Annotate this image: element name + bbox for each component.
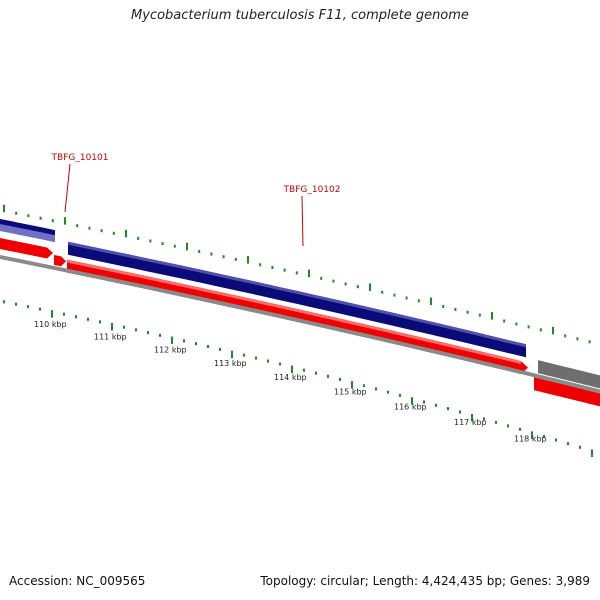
gene-leader-line xyxy=(301,195,304,247)
inner-tick-ring xyxy=(3,300,593,457)
reverse-gene-highlight xyxy=(67,259,521,365)
reverse-gene-segment xyxy=(534,377,600,407)
feature-tracks xyxy=(0,219,600,407)
scale-label: 114 kbp xyxy=(274,373,307,382)
scale-label: 112 kbp xyxy=(154,345,187,354)
forward-gene-segment xyxy=(68,241,526,358)
scale-label: 118 kbp xyxy=(514,434,547,443)
scale-label: 115 kbp xyxy=(334,388,367,397)
gene-labels: TBFG_10101 TBFG_10102 xyxy=(51,153,341,247)
scale-label: 113 kbp xyxy=(214,359,247,368)
other-feature-segment xyxy=(538,360,600,389)
scale-label: 111 kbp xyxy=(94,332,127,341)
genome-backbone xyxy=(0,255,600,394)
accession-text: Accession: NC_009565 xyxy=(9,574,146,588)
forward-gene-segment xyxy=(0,219,55,236)
gene-leader-line xyxy=(64,163,71,213)
genome-summary-text: Topology: circular; Length: 4,424,435 bp… xyxy=(260,574,590,588)
reverse-gene-segment xyxy=(0,238,53,259)
scale-label: 117 kbp xyxy=(454,418,487,427)
scale-label: 110 kbp xyxy=(34,320,67,329)
reverse-gene-segment xyxy=(54,254,66,267)
scale-labels: 110 kbp 111 kbp 112 kbp 113 kbp 114 kbp 115 k… xyxy=(34,320,547,443)
forward-gene-highlight xyxy=(68,241,526,348)
map-title: Mycobacterium tuberculosis F11, complete… xyxy=(131,8,469,23)
scale-label: 116 kbp xyxy=(394,403,427,412)
gene-label: TBFG_10101 xyxy=(51,153,109,163)
gene-label: TBFG_10102 xyxy=(283,185,341,195)
outer-tick-ring xyxy=(3,204,591,344)
